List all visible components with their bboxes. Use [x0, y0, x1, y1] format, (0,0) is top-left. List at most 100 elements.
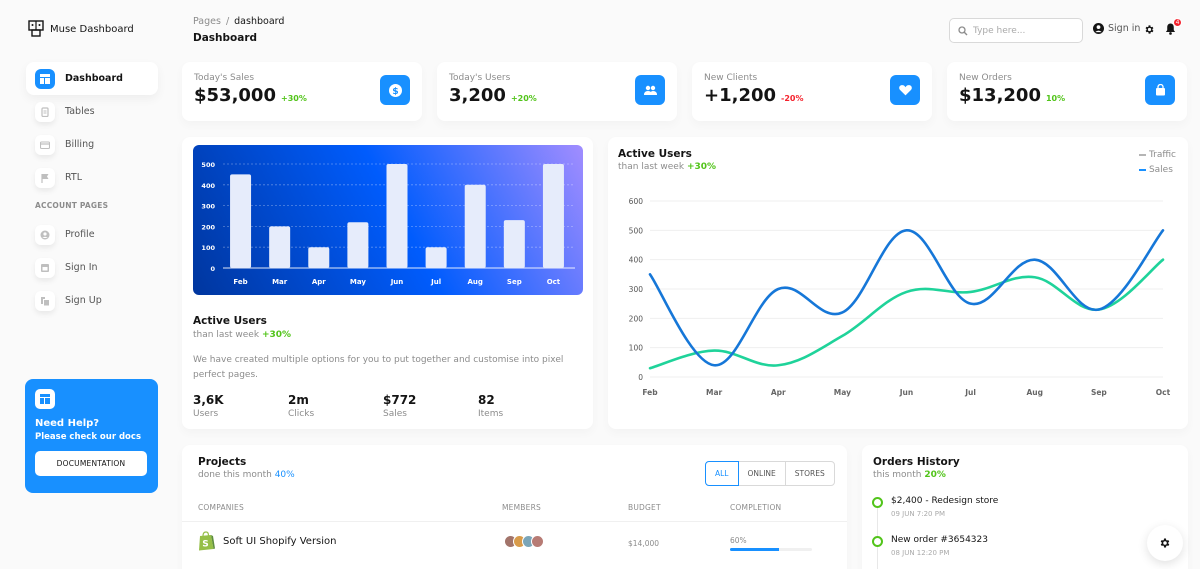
legend-item-sales[interactable]: Sales: [1138, 165, 1176, 175]
stat-card-new-clients: New Clients +1,200 -20%: [692, 62, 932, 121]
legend-item-traffic[interactable]: Traffic: [1138, 150, 1176, 160]
timeline-time: 09 JUN 7:20 PM: [891, 510, 945, 518]
sidebar-item-label: Sign Up: [65, 295, 102, 306]
stat-card-todays-sales: Today's Sales $53,000 +30% $: [182, 62, 422, 121]
svg-text:Mar: Mar: [272, 278, 288, 286]
mini-stat-clicks: 2m Clicks: [288, 393, 315, 419]
filter-online[interactable]: ONLINE: [737, 461, 786, 486]
breadcrumb-separator: /: [225, 16, 230, 27]
projects-card: Projects done this month 40% ALL ONLINE …: [182, 445, 847, 569]
help-subtitle: Please check our docs: [35, 432, 141, 442]
users-icon: [635, 75, 665, 105]
timeline-title: New order #3654323: [891, 535, 988, 545]
sidebar-item-tables[interactable]: Tables: [26, 95, 158, 128]
sidebar-item-label: Sign In: [65, 262, 98, 273]
sidebar-item-label: Profile: [65, 229, 95, 240]
sidebar-item-billing[interactable]: Billing: [26, 128, 158, 161]
shopping-bag-icon: [1145, 75, 1175, 105]
card-subtitle: done this month 40%: [198, 470, 295, 480]
page-title: Dashboard: [193, 32, 258, 44]
sidebar-item-label: Billing: [65, 139, 95, 150]
gear-icon: [1145, 25, 1154, 34]
filter-all[interactable]: ALL: [705, 461, 739, 486]
svg-text:400: 400: [629, 256, 644, 265]
svg-text:400: 400: [201, 182, 215, 190]
stat-value: $13,200: [959, 85, 1041, 106]
help-title: Need Help?: [35, 418, 100, 429]
completion-percent: 60%: [730, 536, 747, 545]
svg-text:100: 100: [629, 344, 644, 353]
timeline-dot-icon: [872, 497, 883, 508]
svg-text:600: 600: [629, 197, 644, 206]
svg-text:0: 0: [210, 265, 215, 273]
svg-text:Oct: Oct: [1156, 388, 1171, 397]
svg-text:500: 500: [629, 226, 644, 235]
chart-legend: Traffic Sales: [1138, 150, 1176, 180]
svg-text:Jul: Jul: [430, 278, 441, 286]
settings-fab-button[interactable]: [1147, 525, 1183, 561]
orders-history-card: Orders History this month 20% $2,400 - R…: [862, 445, 1188, 569]
stat-label: New Clients: [704, 73, 758, 83]
brand-logo[interactable]: Muse Dashboard: [28, 20, 134, 38]
sidebar-item-sign-up[interactable]: Sign Up: [26, 284, 158, 317]
breadcrumb-pages[interactable]: Pages: [193, 16, 221, 27]
sign-in-link[interactable]: Sign in: [1093, 23, 1140, 34]
stat-label: Today's Sales: [194, 73, 255, 83]
settings-button[interactable]: [1144, 24, 1155, 38]
timeline-item: $2,400 - Redesign store 09 JUN 7:20 PM: [872, 496, 998, 518]
mini-stat-items: 82 Items: [478, 393, 504, 419]
sidebar-item-rtl[interactable]: RTL: [26, 161, 158, 194]
flag-icon: [35, 167, 55, 188]
mini-stats: 3,6K Users 2m Clicks $772 Sales 82 Items: [193, 393, 573, 419]
search-input[interactable]: [973, 25, 1073, 36]
bar-chart: 0 100 200 300 400 500 Feb Mar Apr May Jun Jul Aug Sep…: [193, 145, 583, 295]
stat-delta: 10%: [1045, 94, 1066, 103]
svg-text:Apr: Apr: [771, 388, 786, 397]
section-title-account-pages: ACCOUNT PAGES: [35, 201, 109, 210]
card-title: Orders History: [873, 456, 960, 468]
company-name: Soft UI Shopify Version: [223, 535, 337, 547]
table-row[interactable]: S Soft UI Shopify Version $14,000 60%: [182, 525, 847, 563]
svg-text:100: 100: [201, 244, 215, 252]
active-users-bar-card: 0 100 200 300 400 500 Feb Mar Apr May Jun Jul Aug Sep…: [182, 137, 593, 429]
sidebar-item-sign-in[interactable]: Sign In: [26, 251, 158, 284]
shopify-icon: S: [199, 531, 215, 551]
svg-text:Apr: Apr: [312, 278, 326, 286]
documentation-button[interactable]: DOCUMENTATION: [35, 451, 147, 476]
profile-icon: [35, 224, 55, 245]
column-members: MEMBERS: [502, 503, 541, 512]
svg-text:Sep: Sep: [1091, 388, 1107, 397]
sidebar-item-profile[interactable]: Profile: [26, 218, 158, 251]
breadcrumb-current: dashboard: [234, 16, 285, 27]
dashboard-icon: [35, 389, 55, 409]
mini-stat-sales: $772 Sales: [383, 393, 417, 419]
bar-chart-svg: 0 100 200 300 400 500 Feb Mar Apr May Jun Jul Aug Sep…: [201, 161, 575, 286]
filter-stores[interactable]: STORES: [784, 461, 835, 486]
svg-text:Jul: Jul: [964, 388, 976, 397]
search-box[interactable]: [949, 18, 1083, 43]
sidebar-item-label: RTL: [65, 172, 83, 183]
card-title: Projects: [198, 456, 247, 468]
billing-icon: [35, 134, 55, 155]
card-subtitle: than last week +30%: [193, 330, 292, 340]
sidebar-item-label: Tables: [65, 106, 95, 117]
svg-text:May: May: [834, 388, 851, 397]
avatar[interactable]: [531, 535, 544, 548]
brand-name: Muse Dashboard: [50, 23, 134, 35]
budget-cell: $14,000: [628, 539, 660, 548]
svg-text:Mar: Mar: [706, 388, 723, 397]
dashboard-icon: [35, 68, 55, 89]
stat-card-new-orders: New Orders $13,200 10%: [947, 62, 1187, 121]
sidebar-item-dashboard[interactable]: Dashboard: [26, 62, 158, 95]
sidebar-item-label: Dashboard: [65, 73, 123, 84]
svg-text:Jun: Jun: [899, 388, 913, 397]
svg-text:Aug: Aug: [1026, 388, 1043, 397]
column-completion: COMPLETION: [730, 503, 782, 512]
stat-delta: +20%: [510, 94, 537, 103]
notifications-button[interactable]: [1165, 23, 1176, 38]
sign-up-icon: [35, 290, 55, 311]
progress-bar: [730, 548, 812, 551]
sign-in-icon: [35, 257, 55, 278]
stat-label: Today's Users: [449, 73, 511, 83]
svg-text:Oct: Oct: [547, 278, 561, 286]
